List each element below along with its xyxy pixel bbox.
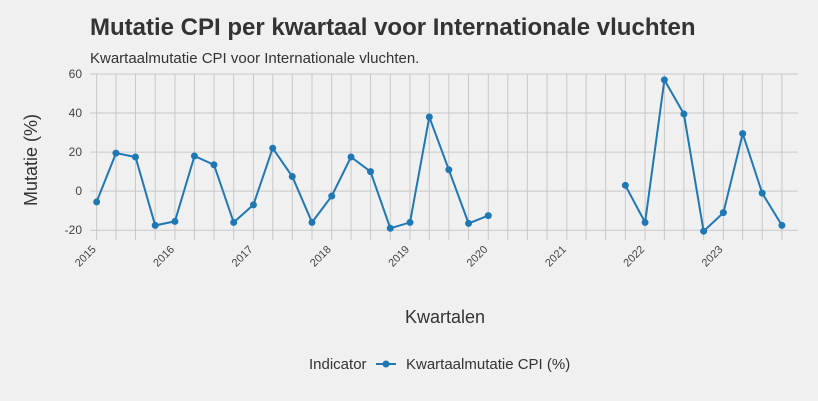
x-tick-label: 2017 [230, 244, 256, 270]
data-point [700, 227, 708, 235]
x-tick-label: 2015 [73, 244, 99, 270]
data-point [347, 153, 355, 161]
x-tick-label: 2016 [151, 244, 177, 270]
data-point [778, 221, 786, 229]
x-tick-label: 2022 [621, 244, 647, 270]
data-point [641, 218, 649, 226]
x-axis-ticks: 2015 2016 2017 2018 2019 2020 2021 2022 2023 [73, 244, 726, 270]
data-point [445, 166, 453, 174]
data-point [719, 209, 727, 217]
data-point [288, 173, 296, 181]
series-points [93, 76, 786, 235]
data-point [425, 113, 433, 121]
data-point [660, 76, 668, 84]
legend-key-marker [382, 360, 390, 368]
legend-item-label: Kwartaalmutatie CPI (%) [406, 356, 570, 373]
data-point [269, 144, 277, 152]
data-point [758, 189, 766, 197]
x-axis-label: Kwartalen [405, 307, 485, 327]
grid-lines [90, 73, 798, 240]
data-point [249, 201, 257, 209]
legend-title: Indicator [309, 356, 367, 373]
y-tick-label: 60 [69, 67, 83, 81]
data-point [93, 198, 101, 206]
y-axis-label: Mutatie (%) [21, 114, 41, 206]
data-point [680, 110, 688, 118]
y-tick-label: 0 [75, 184, 82, 198]
y-tick-label: 40 [69, 106, 83, 120]
data-point [171, 217, 179, 225]
data-point [230, 218, 238, 226]
data-point [190, 152, 198, 160]
data-point [328, 192, 336, 200]
data-point [367, 168, 375, 176]
x-tick-label: 2021 [543, 244, 569, 270]
data-point [621, 181, 629, 189]
legend: Indicator Kwartaalmutatie CPI (%) [309, 356, 570, 373]
data-point [131, 153, 139, 161]
x-tick-label: 2019 [386, 244, 412, 270]
data-point [210, 161, 218, 169]
data-point [112, 149, 120, 157]
chart-subtitle: Kwartaalmutatie CPI voor Internationale … [90, 50, 420, 67]
data-point [386, 224, 394, 232]
data-point [151, 221, 159, 229]
data-point [465, 219, 473, 227]
series-lines [95, 76, 783, 234]
y-tick-label: -20 [65, 223, 83, 237]
data-point [406, 218, 414, 226]
data-point [484, 212, 492, 220]
y-tick-label: 20 [69, 145, 83, 159]
x-tick-label: 2018 [308, 244, 334, 270]
x-tick-label: 2023 [700, 244, 726, 270]
y-axis-ticks: -20 0 20 40 60 [65, 67, 83, 237]
data-point [308, 218, 316, 226]
chart-title: Mutatie CPI per kwartaal voor Internatio… [90, 14, 696, 41]
data-point [739, 130, 747, 138]
x-tick-label: 2020 [465, 244, 491, 270]
